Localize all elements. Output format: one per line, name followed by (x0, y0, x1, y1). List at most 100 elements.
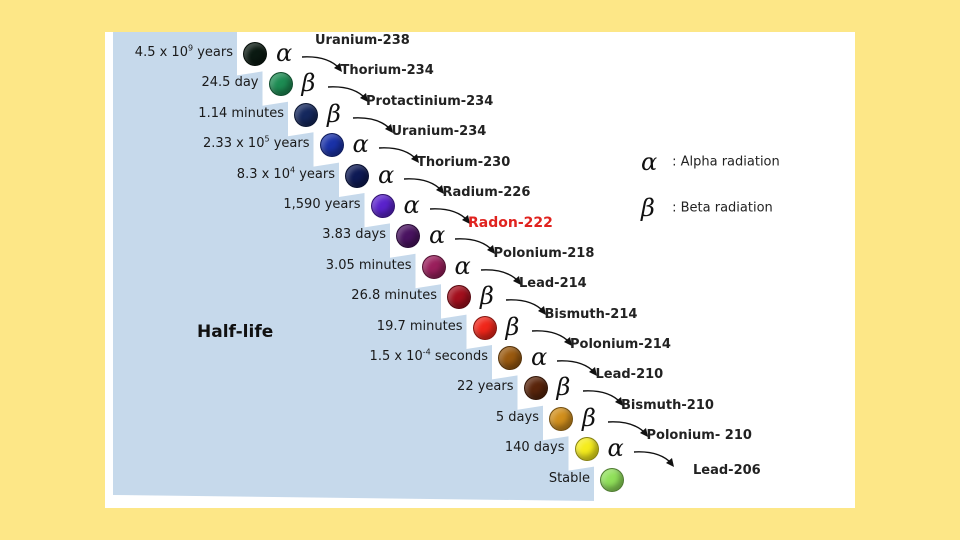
isotope-name: Lead-206 (693, 462, 761, 478)
half-life-label: 1.14 minutes (198, 106, 284, 122)
half-life-value: 1.14 minutes (198, 105, 284, 121)
isotope-name: Bismuth-210 (621, 397, 714, 413)
decay-arrow (429, 208, 470, 224)
half-life-label: 8.3 x 104 years (236, 165, 335, 183)
isotope-name: Uranium-238 (315, 33, 410, 48)
half-life-value: 24.5 day (201, 75, 259, 91)
alpha-symbol: α (378, 160, 395, 189)
half-life-value: 5 days (495, 409, 539, 425)
decay-arrow (531, 329, 572, 346)
nuclide-ball (549, 406, 573, 431)
decay-arrow (403, 177, 444, 194)
decay-arrow (378, 147, 419, 164)
decay-arrow (607, 420, 648, 437)
nuclide-ball (421, 254, 446, 279)
half-life-label: 22 years (457, 379, 513, 395)
decay-arrow (352, 116, 393, 133)
half-life-label: 24.5 day (202, 75, 259, 91)
half-life-label: 2.33 x 105 years (203, 134, 310, 152)
half-life-title: Half-life (197, 322, 274, 342)
decay-arrow (327, 86, 368, 103)
alpha-symbol: α (429, 221, 446, 250)
half-life-staircase (113, 32, 594, 501)
nuclide-ball (319, 133, 344, 158)
half-life-value: 140 days (504, 440, 565, 456)
isotope-name: Polonium- 210 (646, 428, 752, 444)
half-life-value: 8.3 x 10 (236, 166, 290, 182)
half-life-label: 3.83 days (322, 227, 386, 243)
beta-symbol: β (582, 403, 596, 432)
half-life-label: Stable (549, 471, 590, 487)
isotope-name: Radium-226 (442, 185, 531, 200)
half-life-value: 26.8 minutes (351, 288, 437, 304)
beta-symbol: β (641, 194, 655, 222)
half-life-exponent: 4 (289, 165, 296, 175)
isotope-name: Lead-210 (595, 367, 664, 383)
decay-arrow (480, 268, 521, 285)
isotope-name: Polonium-218 (493, 245, 595, 261)
nuclide-ball (396, 224, 420, 249)
legend-beta: β : Beta radiation (641, 194, 773, 222)
half-life-exponent: 9 (187, 43, 194, 53)
isotope-name: Thorium-230 (417, 154, 511, 170)
nuclide-ball (523, 376, 548, 401)
half-life-value: 2.33 x 10 (203, 136, 265, 152)
nuclide-ball (345, 163, 369, 188)
alpha-symbol: α (531, 343, 548, 371)
half-life-exponent: 5 (264, 134, 270, 144)
nuclide-ball (600, 467, 624, 492)
nuclide-ball (243, 42, 267, 66)
half-life-value: 1.5 x 10 (369, 349, 423, 364)
half-life-unit: years (193, 45, 233, 60)
half-life-value: 19.7 minutes (376, 318, 463, 334)
nuclide-ball (268, 72, 293, 97)
beta-symbol: β (505, 312, 520, 341)
beta-symbol: β (480, 282, 494, 311)
legend-alpha-label: : Alpha radiation (672, 154, 780, 170)
alpha-symbol: α (276, 39, 293, 67)
half-life-value: 3.05 minutes (325, 257, 412, 273)
decay-chain-diagram: Half-life 4.5 x 109 years α Uranium-238 24.… (105, 32, 855, 508)
beta-symbol: β (556, 373, 571, 402)
decay-arrow (582, 390, 623, 407)
isotope-name: Uranium-234 (391, 124, 487, 140)
alpha-symbol: α (641, 148, 658, 176)
beta-symbol: β (301, 69, 316, 98)
alpha-symbol: α (352, 130, 369, 159)
half-life-value: 1,590 years (283, 197, 361, 212)
half-life-value: 3.83 days (322, 227, 386, 243)
half-life-unit: years (269, 136, 310, 152)
nuclide-ball (447, 285, 471, 310)
decay-arrow (505, 299, 546, 316)
alpha-symbol: α (607, 434, 624, 463)
half-life-exponent: -4 (422, 347, 431, 357)
isotope-name: Polonium-214 (570, 337, 671, 352)
half-life-label: 3.05 minutes (326, 258, 412, 274)
decay-arrow (556, 360, 597, 376)
nuclide-ball (574, 437, 599, 462)
decay-arrow (633, 451, 674, 468)
half-life-value: Stable (548, 470, 590, 486)
alpha-symbol: α (454, 251, 471, 280)
half-life-label: 1,590 years (283, 197, 360, 213)
nuclide-ball (498, 346, 522, 370)
half-life-label: 4.5 x 109 years (134, 43, 233, 61)
half-life-label: 1.5 x 10-4 seconds (369, 347, 488, 365)
nuclide-ball (472, 315, 497, 340)
legend-alpha: α : Alpha radiation (641, 148, 780, 176)
half-life-unit: years (295, 166, 335, 182)
isotope-name: Bismuth-214 (544, 306, 638, 322)
half-life-value: 4.5 x 10 (134, 45, 188, 60)
nuclide-ball (370, 194, 395, 218)
isotope-name: Lead-214 (519, 276, 587, 292)
isotope-name: Protactinium-234 (366, 93, 494, 109)
decay-arrow (301, 56, 342, 72)
legend-beta-label: : Beta radiation (672, 200, 773, 216)
staircase-background (113, 32, 594, 501)
isotope-name: Radon-222 (468, 215, 553, 232)
half-life-label: 19.7 minutes (377, 319, 463, 335)
half-life-label: 140 days (505, 440, 565, 456)
half-life-label: 5 days (496, 410, 539, 426)
alpha-symbol: α (403, 191, 420, 219)
nuclide-ball (294, 102, 318, 127)
